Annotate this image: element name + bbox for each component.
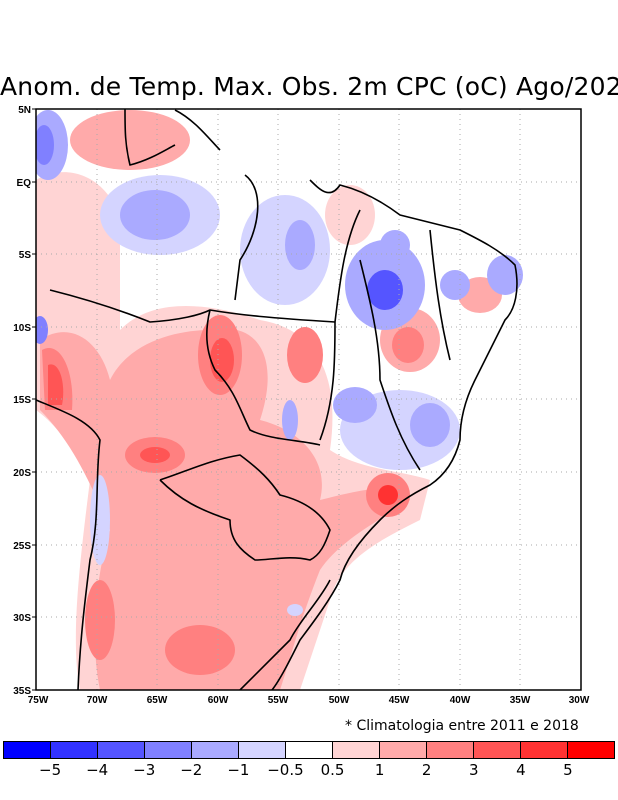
lat-label: 30S	[13, 613, 31, 624]
lon-label: 70W	[87, 695, 108, 706]
lat-label: 35S	[13, 686, 31, 697]
state-border	[174, 109, 221, 151]
colorbar-label: −2	[180, 761, 203, 779]
warm-anomaly-region	[325, 185, 375, 245]
cool-anomaly-region	[240, 195, 330, 305]
warm-anomaly-core	[210, 338, 234, 382]
colorbar-label: −0.5	[267, 761, 304, 779]
lon-label: 75W	[28, 695, 49, 706]
warm-anomaly-core	[392, 327, 424, 363]
warm-anomaly-core	[287, 327, 323, 383]
colorbar-swatch	[4, 742, 51, 758]
state-border	[429, 229, 451, 361]
warm-anomaly-core	[85, 580, 115, 660]
lat-label: 20S	[13, 468, 31, 479]
cool-anomaly-region	[120, 190, 190, 240]
warm-anomaly-core	[165, 625, 235, 675]
lon-label: 60W	[208, 695, 229, 706]
colorbar-label: 5	[563, 761, 573, 779]
warm-anomaly-region	[40, 328, 410, 690]
colorbar-label: 3	[468, 761, 479, 779]
cool-anomaly-region	[440, 270, 470, 300]
colorbar-swatch	[145, 742, 192, 758]
colorbar-swatch	[286, 742, 333, 758]
cool-anomaly-region	[367, 270, 403, 310]
country-border	[159, 454, 331, 561]
colorbar-label: 2	[421, 761, 432, 779]
state-border	[234, 174, 259, 301]
country-border	[205, 309, 321, 446]
colorbar-swatch	[474, 742, 521, 758]
anomaly-map: 5N EQ 5S 10S 15S 20S 25S 30S 35S 75W 70W…	[13, 105, 590, 706]
lat-label: 10S	[13, 323, 31, 334]
colorbar-swatch	[192, 742, 239, 758]
lon-label: 50W	[329, 695, 350, 706]
lat-label: 5S	[19, 250, 32, 261]
lat-label: 15S	[13, 395, 31, 406]
lat-label: EQ	[17, 178, 32, 189]
lon-label: 45W	[389, 695, 410, 706]
borders	[36, 109, 518, 690]
colorbar-label: −4	[86, 761, 109, 779]
cool-anomaly-region	[90, 475, 110, 565]
coastline	[271, 179, 518, 690]
coastline	[36, 399, 101, 690]
state-border	[319, 321, 336, 441]
colorbar-label: 1	[374, 761, 385, 779]
country-border	[49, 289, 336, 323]
colorbar-swatch	[427, 742, 474, 758]
cool-anomaly-region	[285, 220, 315, 270]
state-border	[124, 109, 176, 166]
lat-label: 5N	[18, 105, 31, 116]
colorbar-label: −5	[39, 761, 62, 779]
colorbar-swatch	[380, 742, 427, 758]
lon-label: 55W	[268, 695, 289, 706]
map-title: Anom. de Temp. Max. Obs. 2m CPC (oC) Ago…	[0, 72, 618, 101]
cool-anomaly-region	[287, 604, 303, 616]
lat-labels: 5N EQ 5S 10S 15S 20S 25S 30S 35S	[13, 105, 31, 697]
state-border	[359, 259, 421, 471]
colorbar-swatch	[98, 742, 145, 758]
country-border	[239, 579, 331, 690]
colorbar-label: 0.5	[320, 761, 345, 779]
lon-label: 40W	[450, 695, 471, 706]
cool-anomaly-region	[282, 400, 298, 440]
colorbar-label: 4	[516, 761, 526, 779]
lon-label: 30W	[569, 695, 590, 706]
colorbar-swatch	[568, 742, 614, 758]
colorbar-swatch	[521, 742, 568, 758]
anomaly-fields	[36, 110, 523, 690]
warm-anomaly-region	[48, 364, 64, 405]
cool-anomaly-region	[333, 387, 377, 423]
lon-labels: 75W 70W 65W 60W 55W 50W 45W 40W 35W 30W	[28, 695, 590, 706]
cool-anomaly-region	[410, 403, 450, 447]
colorbar-swatch	[333, 742, 380, 758]
cool-anomaly-region	[380, 230, 410, 260]
warm-anomaly-core	[140, 447, 170, 463]
climatology-note: * Climatologia entre 2011 e 2018	[345, 718, 579, 734]
lon-label: 35W	[510, 695, 531, 706]
warm-anomaly-region	[70, 110, 190, 170]
colorbar-swatch	[51, 742, 98, 758]
colorbar-label: −3	[133, 761, 156, 779]
cool-anomaly-region	[36, 316, 48, 344]
colorbar-swatch	[239, 742, 286, 758]
warm-anomaly-core	[378, 485, 398, 505]
colorbar-label: −1	[227, 761, 250, 779]
lon-label: 65W	[147, 695, 168, 706]
colorbar	[3, 741, 615, 759]
lat-label: 25S	[13, 541, 31, 552]
cool-anomaly-region	[36, 125, 54, 165]
grid-lines	[36, 109, 581, 690]
state-border	[334, 209, 361, 323]
lat-ticks	[32, 108, 36, 691]
